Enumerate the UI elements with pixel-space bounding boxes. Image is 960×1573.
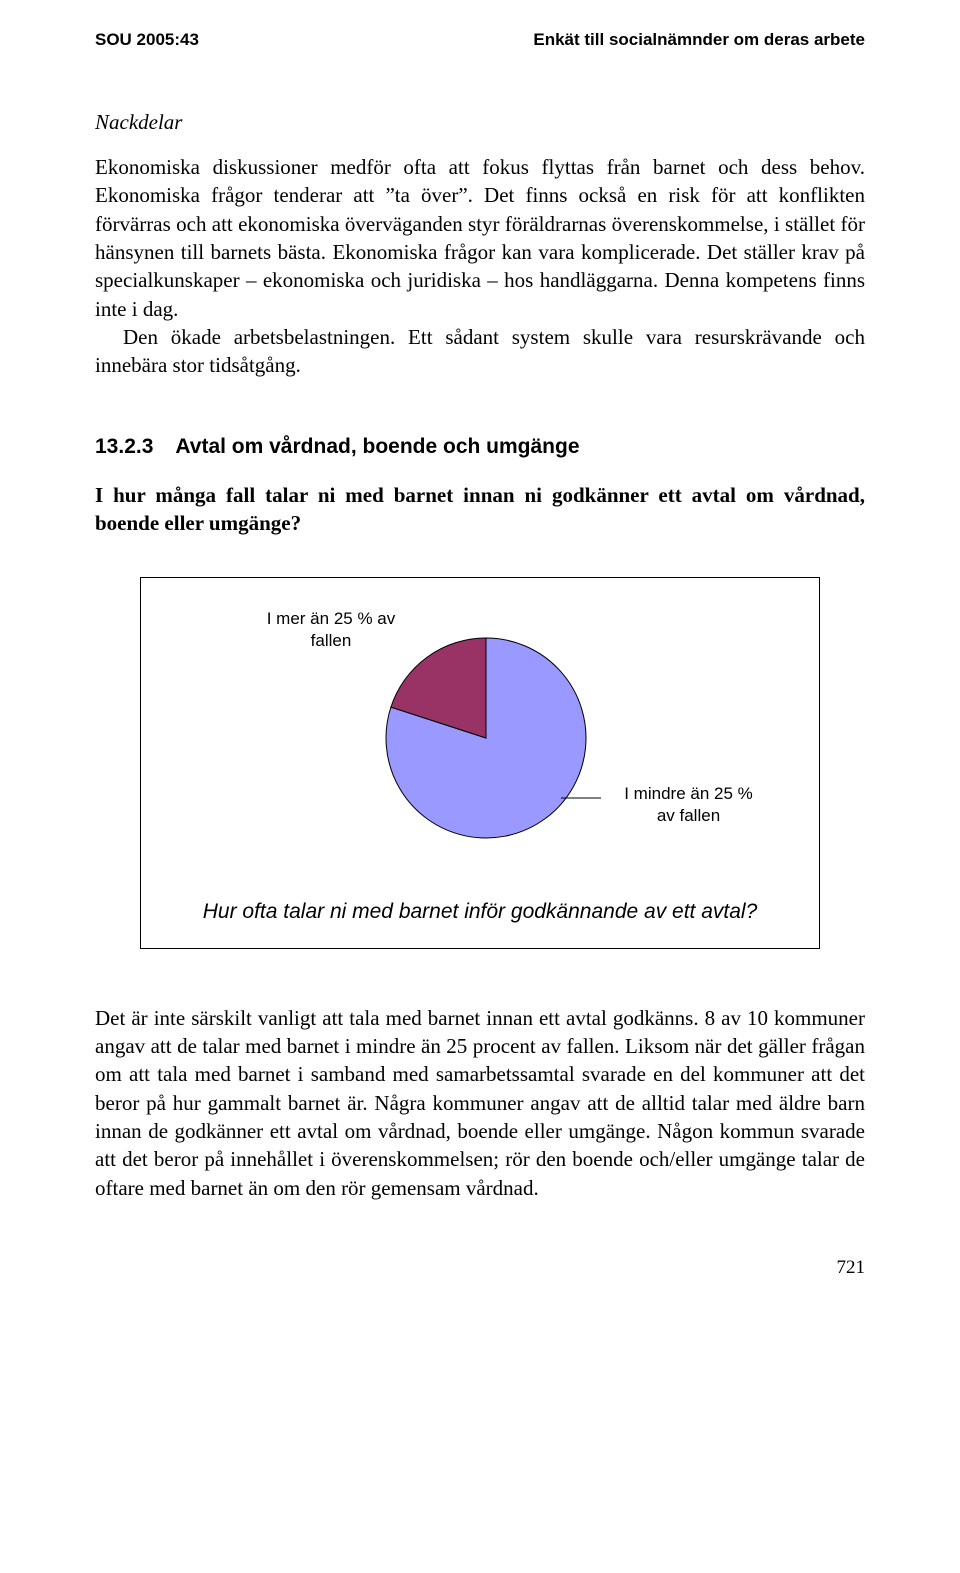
nackdelar-p2: Den ökade arbetsbelastningen. Ett sådant… (95, 323, 865, 380)
pie-chart-container: I mer än 25 % av fallen I mindre än 25 %… (140, 577, 820, 948)
question-text: I hur många fall talar ni med barnet inn… (95, 481, 865, 538)
nackdelar-p1: Ekonomiska diskussioner medför ofta att … (95, 153, 865, 323)
page-number: 721 (95, 1257, 865, 1279)
section-heading: 13.2.3 Avtal om vårdnad, boende och umgän… (95, 435, 865, 459)
closing-paragraph: Det är inte särskilt vanligt att tala me… (95, 1004, 865, 1202)
header-left: SOU 2005:43 (95, 30, 199, 50)
chart-caption: Hur ofta talar ni med barnet inför godkä… (171, 898, 789, 925)
section-title: Avtal om vårdnad, boende och umgänge (175, 435, 579, 458)
pie-label-less-than-25: I mindre än 25 % av fallen (621, 783, 756, 826)
nackdelar-heading: Nackdelar (95, 110, 865, 135)
section-number: 13.2.3 (95, 435, 153, 459)
header-right: Enkät till socialnämnder om deras arbete (533, 30, 865, 50)
pie-chart: I mer än 25 % av fallen I mindre än 25 %… (171, 598, 789, 888)
page-header: SOU 2005:43 Enkät till socialnämnder om … (95, 30, 865, 50)
pie-svg (371, 623, 601, 853)
